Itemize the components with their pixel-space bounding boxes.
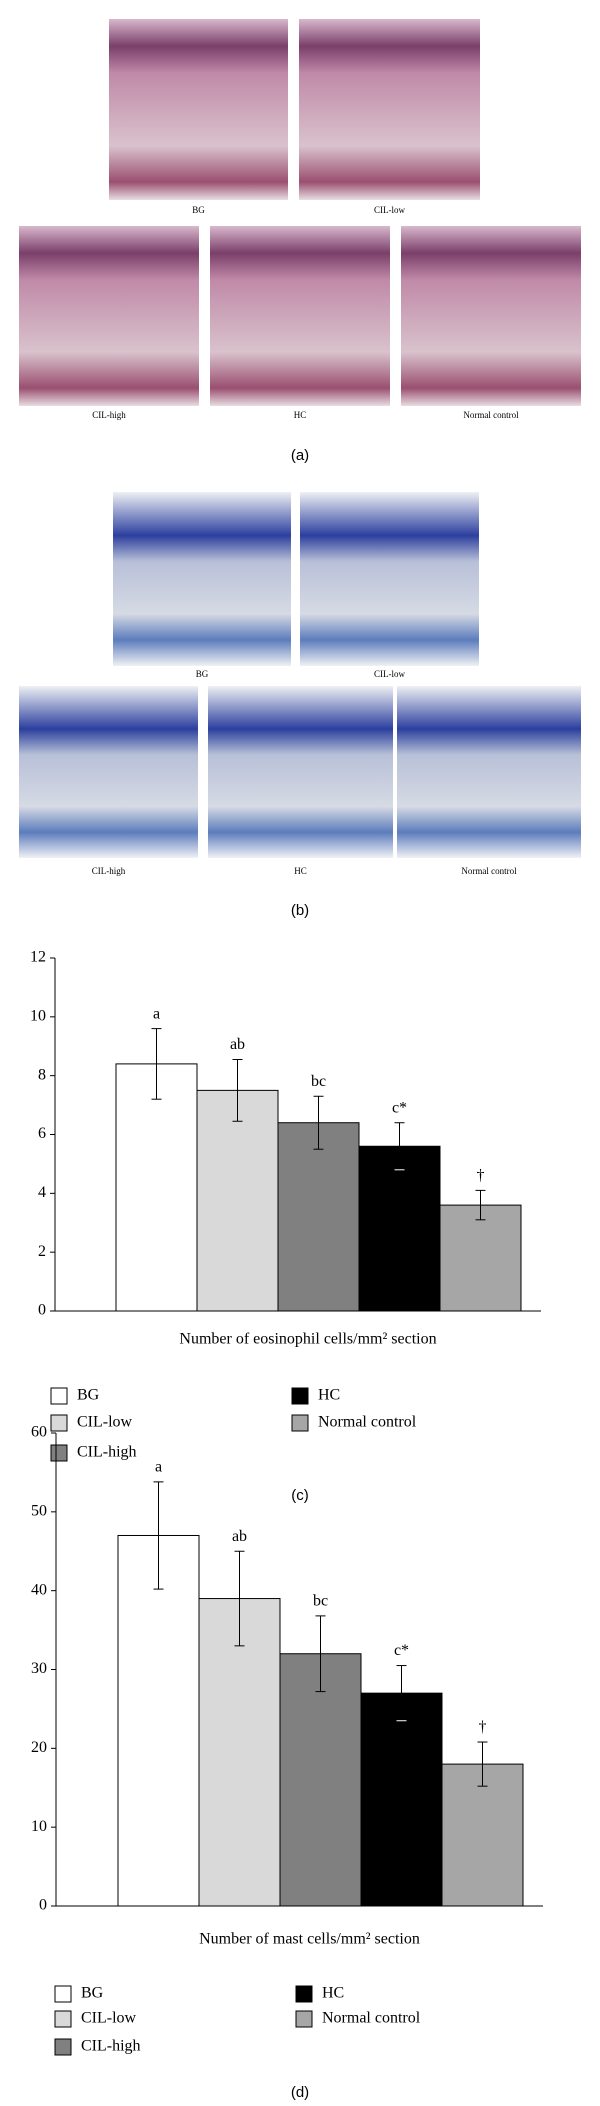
micrograph <box>113 492 291 666</box>
micrograph <box>109 19 288 200</box>
annotation: c* <box>394 1642 409 1659</box>
legend-label: CIL-high <box>81 2038 141 2055</box>
image-label: HC <box>294 866 307 876</box>
y-tick-label: 0 <box>39 1897 47 1914</box>
y-tick-label: 60 <box>31 1424 47 1441</box>
x-axis-label: Number of eosinophil cells/mm² section <box>179 1331 436 1348</box>
x-axis-label: Number of mast cells/mm² section <box>199 1931 420 1948</box>
legend-label: HC <box>318 1387 340 1404</box>
legend-swatch <box>50 1387 68 1405</box>
bar <box>196 1089 279 1312</box>
annotation: ab <box>232 1528 247 1545</box>
annotation: a <box>153 1005 160 1022</box>
annotation: a <box>155 1459 162 1476</box>
legend-swatch <box>50 1444 68 1462</box>
y-tick-label: 2 <box>38 1243 46 1260</box>
panel-label: (a) <box>291 447 309 464</box>
bar <box>277 1122 360 1312</box>
legend-label: CIL-low <box>77 1414 133 1431</box>
bar <box>360 1692 443 1907</box>
legend-swatch <box>54 2038 72 2056</box>
annotation: bc <box>313 1593 328 1610</box>
annotation: † <box>477 1167 485 1184</box>
image-label: HC <box>294 410 307 420</box>
y-tick-label: 12 <box>30 949 46 966</box>
image-label: CIL-low <box>374 669 405 679</box>
bar <box>115 1063 198 1312</box>
micrograph <box>300 492 479 666</box>
micrograph <box>208 686 393 858</box>
panel-label: (d) <box>291 2084 309 2101</box>
panel-label: (b) <box>291 902 309 919</box>
y-tick-label: 10 <box>31 1818 47 1835</box>
y-tick-label: 30 <box>31 1660 47 1677</box>
legend-label: CIL-high <box>77 1444 137 1461</box>
bar <box>441 1763 524 1907</box>
y-tick-label: 4 <box>38 1184 46 1201</box>
legend-label: HC <box>322 1985 344 2002</box>
annotation: c* <box>392 1099 407 1116</box>
y-tick-label: 0 <box>38 1302 46 1319</box>
bar <box>439 1204 522 1312</box>
panel-label: (c) <box>291 1487 309 1504</box>
y-tick-label: 20 <box>31 1739 47 1756</box>
image-label: BG <box>192 205 205 215</box>
bar <box>198 1598 281 1907</box>
micrograph <box>19 686 198 858</box>
legend-label: Normal control <box>322 2010 421 2027</box>
y-tick-label: 50 <box>31 1503 47 1520</box>
micrograph <box>299 19 480 200</box>
y-tick-label: 10 <box>30 1008 46 1025</box>
legend-label: BG <box>81 1985 104 2002</box>
bar <box>117 1534 200 1907</box>
bar <box>358 1145 441 1312</box>
image-label: CIL-low <box>374 205 405 215</box>
annotation: ab <box>230 1036 245 1053</box>
legend-swatch <box>291 1414 309 1432</box>
image-label: CIL-high <box>92 866 126 876</box>
legend-swatch <box>50 1414 68 1432</box>
annotation: bc <box>311 1073 326 1090</box>
micrograph <box>397 686 581 858</box>
image-label: BG <box>196 669 209 679</box>
y-tick-label: 8 <box>38 1066 46 1083</box>
legend-swatch <box>54 2010 72 2028</box>
y-tick-label: 40 <box>31 1581 47 1598</box>
image-label: Normal control <box>461 866 517 876</box>
y-tick-label: 6 <box>38 1125 46 1142</box>
legend-label: Normal control <box>318 1414 417 1431</box>
annotation: † <box>479 1719 487 1736</box>
legend-label: CIL-low <box>81 2010 137 2027</box>
micrograph <box>19 226 199 406</box>
legend-swatch <box>291 1387 309 1405</box>
image-label: CIL-high <box>92 410 126 420</box>
micrograph <box>401 226 581 406</box>
legend-swatch <box>295 1985 313 2003</box>
legend-swatch <box>54 1985 72 2003</box>
legend-swatch <box>295 2010 313 2028</box>
legend-label: BG <box>77 1387 100 1404</box>
image-label: Normal control <box>463 410 519 420</box>
micrograph <box>210 226 390 406</box>
